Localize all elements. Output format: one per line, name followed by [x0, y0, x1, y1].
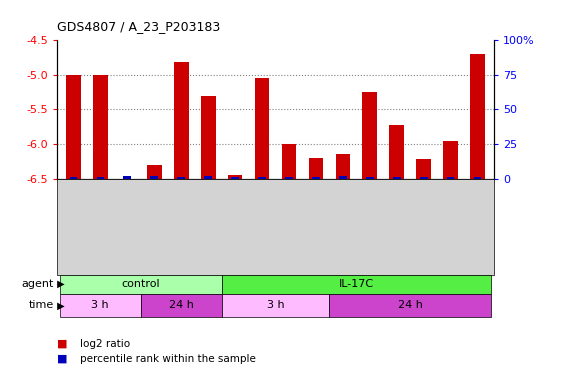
Text: log2 ratio: log2 ratio — [80, 339, 130, 349]
Bar — [96, 177, 104, 179]
Bar — [200, 96, 215, 179]
Bar — [471, 54, 485, 179]
Text: agent: agent — [22, 279, 54, 289]
Bar — [70, 177, 77, 179]
Bar — [336, 154, 351, 179]
Bar — [416, 159, 431, 179]
Text: ■: ■ — [57, 339, 67, 349]
Bar — [393, 177, 400, 179]
Bar — [312, 177, 320, 179]
Bar — [339, 176, 347, 179]
Text: IL-17C: IL-17C — [339, 279, 374, 289]
Text: GDS4807 / A_23_P203183: GDS4807 / A_23_P203183 — [57, 20, 220, 33]
Text: ▶: ▶ — [54, 300, 65, 310]
Bar — [66, 75, 81, 179]
Bar — [474, 177, 481, 179]
Bar — [123, 176, 131, 179]
Bar — [363, 92, 377, 179]
Bar — [420, 177, 428, 179]
Text: 3 h: 3 h — [91, 300, 109, 310]
Bar — [151, 176, 158, 179]
Text: control: control — [122, 279, 160, 289]
Bar — [443, 141, 458, 179]
Bar — [286, 177, 293, 179]
Bar — [204, 176, 212, 179]
Bar — [93, 75, 108, 179]
Bar — [282, 144, 296, 179]
Text: 3 h: 3 h — [267, 300, 284, 310]
Bar — [258, 177, 266, 179]
Text: 24 h: 24 h — [168, 300, 194, 310]
Bar — [147, 165, 162, 179]
Bar — [255, 78, 270, 179]
Bar — [389, 125, 404, 179]
Bar — [174, 63, 188, 179]
Bar — [366, 177, 373, 179]
Text: time: time — [29, 300, 54, 310]
Text: 24 h: 24 h — [398, 300, 423, 310]
Text: percentile rank within the sample: percentile rank within the sample — [80, 354, 256, 364]
Bar — [308, 158, 323, 179]
Bar — [447, 177, 455, 179]
Bar — [228, 175, 243, 179]
Text: ■: ■ — [57, 354, 67, 364]
Bar — [178, 177, 185, 179]
Text: ▶: ▶ — [54, 279, 65, 289]
Bar — [231, 177, 239, 179]
